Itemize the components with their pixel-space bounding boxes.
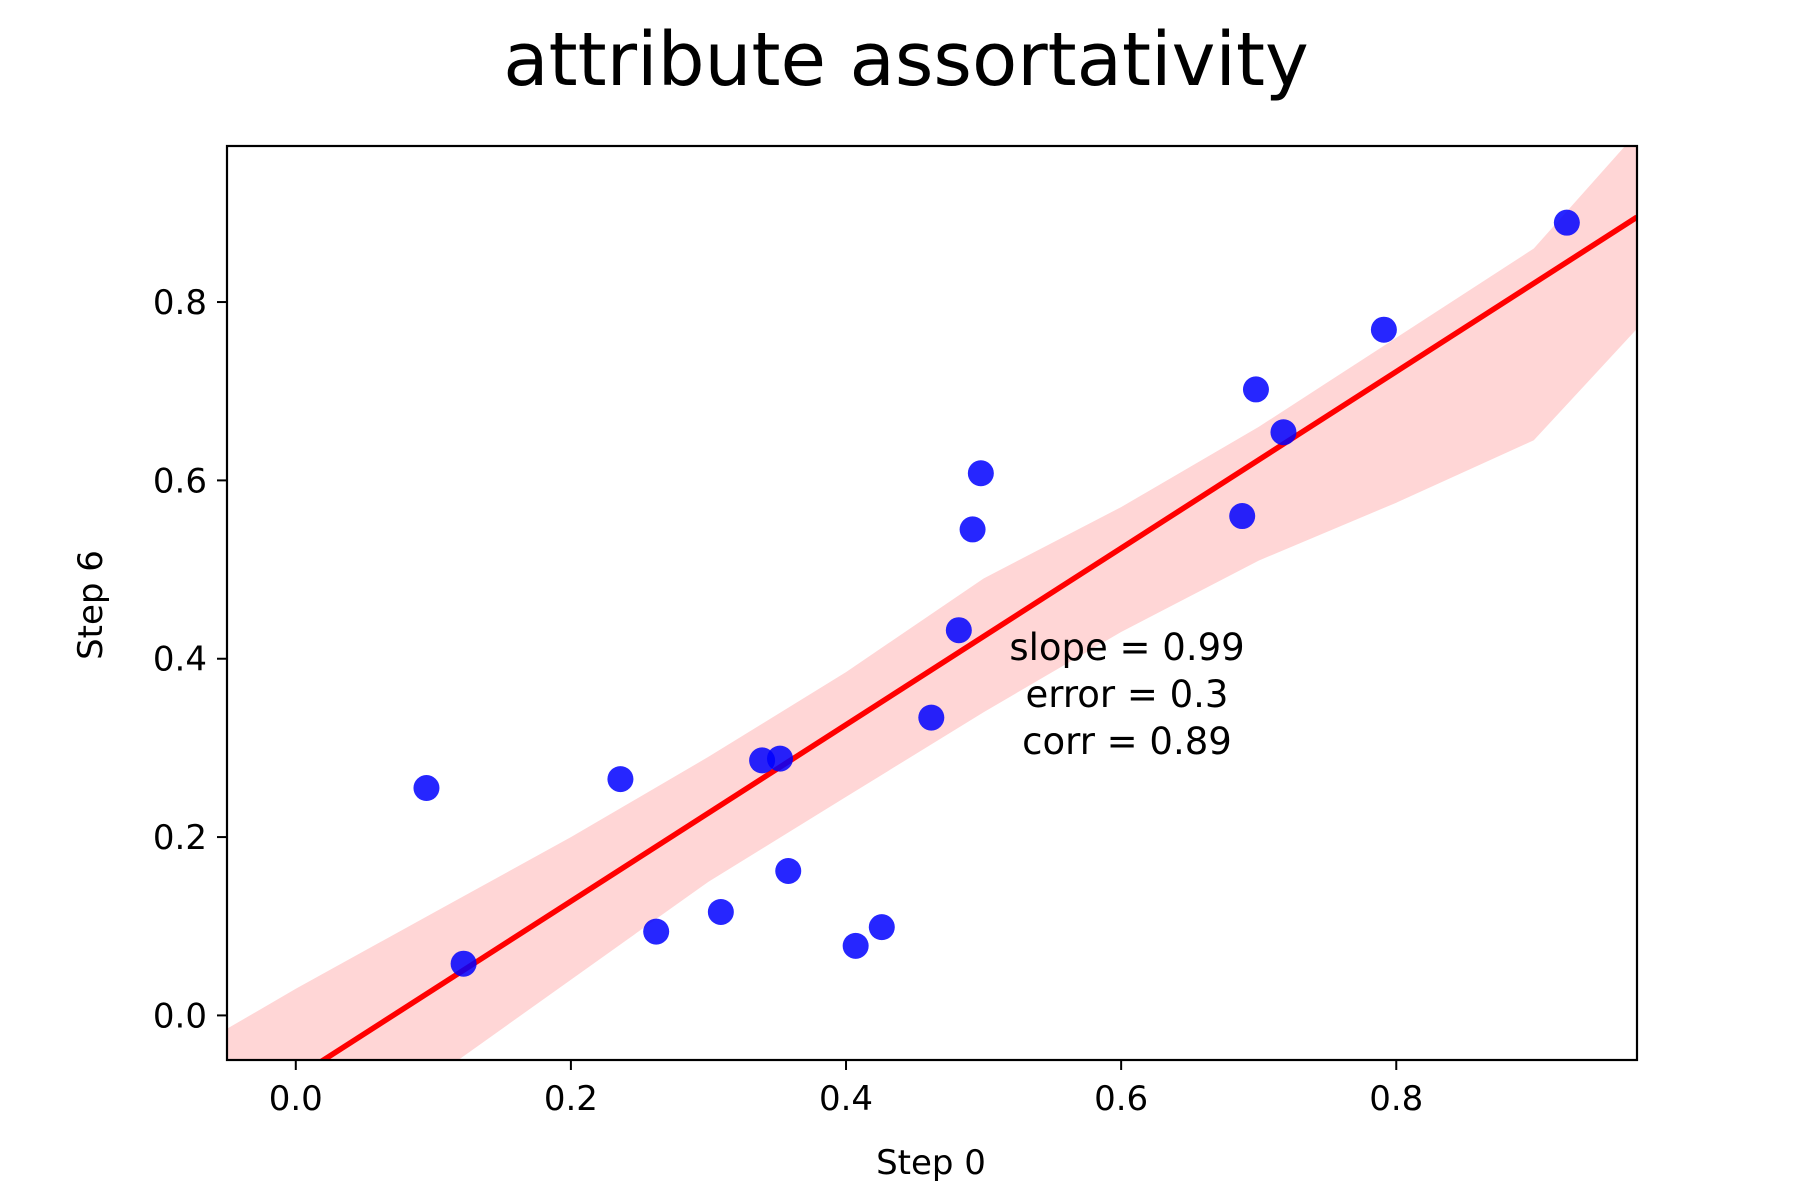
data-point-12 (959, 516, 986, 543)
data-point-3 (643, 918, 670, 945)
x-tick-label-0: 0.0 (269, 1079, 323, 1119)
y-tick-label-3: 0.6 (153, 461, 207, 501)
y-axis-label: Step 6 (71, 550, 111, 660)
error-annotation: error = 0.3 (1026, 673, 1229, 716)
y-tick-label-0: 0.0 (153, 996, 207, 1036)
data-point-4 (707, 898, 734, 925)
data-point-10 (918, 704, 945, 731)
data-point-11 (945, 617, 972, 644)
confidence-band (227, 146, 1637, 1060)
x-axis-label: Step 0 (876, 1143, 986, 1183)
data-point-2 (607, 766, 634, 793)
data-point-6 (766, 745, 793, 772)
slope-annotation: slope = 0.99 (1009, 626, 1244, 669)
axes-frame (225, 144, 1639, 1062)
fit-statistics: slope = 0.99 error = 0.3 corr = 0.89 (1009, 626, 1244, 763)
data-point-1 (450, 950, 477, 977)
data-point-18 (1553, 209, 1580, 236)
data-point-0 (413, 775, 440, 802)
y-tick-label-1: 0.2 (153, 818, 207, 858)
x-tick-label-2: 0.4 (819, 1079, 873, 1119)
x-tick-label-3: 0.6 (1094, 1079, 1148, 1119)
regression-line (318, 214, 1637, 1060)
y-tick-label-2: 0.4 (153, 640, 207, 680)
data-point-16 (1270, 419, 1297, 446)
data-point-8 (842, 932, 869, 959)
data-point-7 (775, 857, 802, 884)
x-tick-label-1: 0.2 (544, 1079, 598, 1119)
data-point-13 (967, 460, 994, 487)
corr-annotation: corr = 0.89 (1022, 720, 1232, 763)
x-tick-label-4: 0.8 (1369, 1079, 1423, 1119)
plot-area: 0.0 0.2 0.4 0.6 0.8 0.0 0.2 0.4 0.6 0.8 (153, 144, 1639, 1119)
data-point-14 (1229, 503, 1256, 530)
data-point-9 (868, 914, 895, 941)
data-point-15 (1242, 376, 1269, 403)
plot-clip-group (227, 146, 1637, 1060)
chart-title: attribute assortativity (503, 17, 1309, 103)
data-point-17 (1370, 316, 1397, 343)
y-tick-label-4: 0.8 (153, 283, 207, 323)
